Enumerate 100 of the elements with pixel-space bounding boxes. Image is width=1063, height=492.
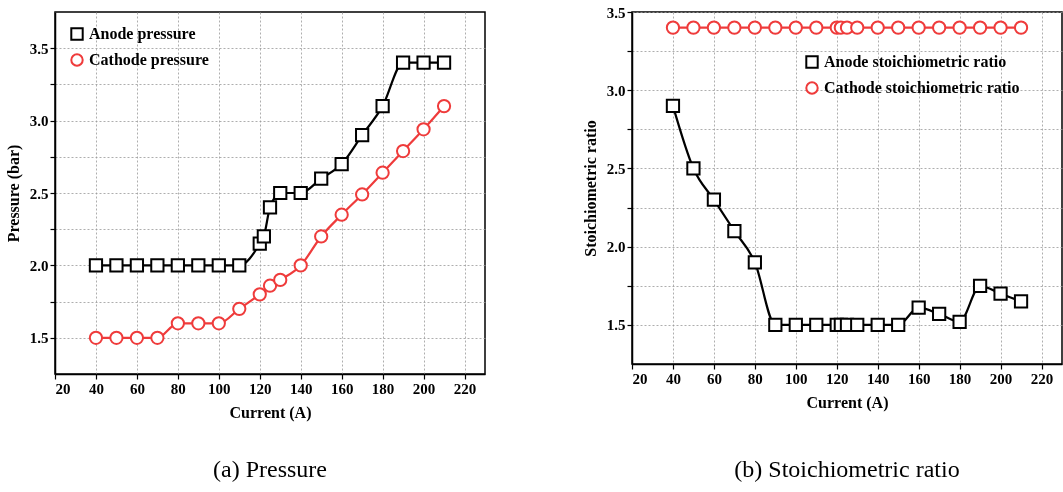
point [293,258,308,273]
point [334,156,349,172]
point [375,99,390,114]
point [293,185,308,201]
point [395,55,411,70]
point [665,98,681,113]
point [686,161,701,176]
point [150,330,165,345]
point [952,314,967,329]
point [788,317,803,333]
point [809,20,824,35]
point [262,278,278,293]
y-tick-label: 3.0 [606,82,626,99]
point [211,316,226,331]
text: (b) Stoichiometric ratio [734,456,960,482]
y-axis-title: Stoichiometric ratio [581,120,599,257]
x-tick-label: 20 [632,370,648,387]
point [334,207,349,222]
point [375,165,390,180]
x-tick-label: 220 [453,380,477,397]
point [768,317,783,333]
x-tick-label: 160 [907,370,931,387]
point [932,20,947,35]
point [972,20,988,35]
legend-label: Cathode stoichiometric ratio [824,79,1020,96]
y-tick-label: 3.5 [29,40,49,57]
point [686,20,701,35]
x-tick-label: 120 [249,380,272,397]
x-tick-label: 40 [665,370,681,387]
point [150,258,165,273]
point [232,258,247,273]
point [891,20,906,35]
point [1013,294,1029,309]
point [436,99,452,114]
x-tick-label: 100 [785,370,808,387]
y-tick-label: 2.5 [29,185,49,202]
point [191,258,206,273]
point [911,300,926,315]
point [355,127,370,143]
point [850,20,865,35]
point [256,229,271,244]
legend-label: Anode pressure [89,25,196,43]
point [252,287,267,302]
y-axis-title: Pressure (bar) [4,144,23,243]
point [170,316,185,331]
y-tick-label: 1.5 [606,317,626,334]
point [109,330,124,345]
x-tick-label: 20 [55,380,71,397]
x-tick-label: 60 [706,370,722,387]
x-tick-label: 100 [208,380,231,397]
point [891,317,906,333]
point [727,223,742,239]
point [993,286,1008,301]
point [314,171,329,186]
point [993,20,1008,35]
x-tick-label: 220 [1030,370,1054,387]
y-tick-label: 3.0 [29,113,49,130]
point [870,317,885,333]
x-tick-label: 180 [371,380,395,397]
point [314,229,329,244]
x-axis-title: Current (A) [806,393,889,412]
point [932,306,947,322]
point [706,20,722,35]
x-tick-label: 200 [412,380,436,397]
y-tick-label: 2.5 [606,160,626,177]
point [870,20,885,35]
point [109,258,124,273]
point [395,143,411,159]
point [1013,20,1029,35]
point [273,272,288,287]
point [416,122,431,137]
y-tick-label: 3.5 [606,4,626,21]
point [129,330,145,345]
point [972,278,988,293]
x-axis-title: Current (A) [229,403,312,422]
point [747,255,762,270]
point [191,316,206,331]
point [232,301,247,316]
point [436,55,452,70]
legend-label: Anode stoichiometric ratio [824,53,1007,70]
y-tick-label: 1.5 [29,330,49,347]
point [665,20,681,35]
x-tick-label: 140 [866,370,890,387]
point [416,55,431,70]
point [355,187,370,202]
point [768,20,783,35]
x-tick-label: 200 [989,370,1013,387]
point [706,192,722,207]
point [129,258,145,273]
x-tick-label: 80 [170,380,186,397]
point [747,20,762,35]
point [262,200,278,215]
legend-label: Cathode pressure [89,51,209,69]
x-tick-label: 140 [289,380,313,397]
point [788,20,803,35]
point [850,317,865,333]
x-tick-label: 120 [826,370,849,387]
point [88,258,104,273]
point [211,258,226,273]
x-tick-label: 80 [747,370,763,387]
